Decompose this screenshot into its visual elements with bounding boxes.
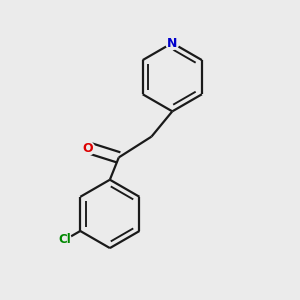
Circle shape (82, 142, 95, 155)
Text: N: N (167, 37, 178, 50)
Circle shape (58, 232, 71, 246)
Text: Cl: Cl (58, 233, 71, 246)
Text: O: O (83, 142, 94, 155)
Circle shape (166, 37, 179, 50)
